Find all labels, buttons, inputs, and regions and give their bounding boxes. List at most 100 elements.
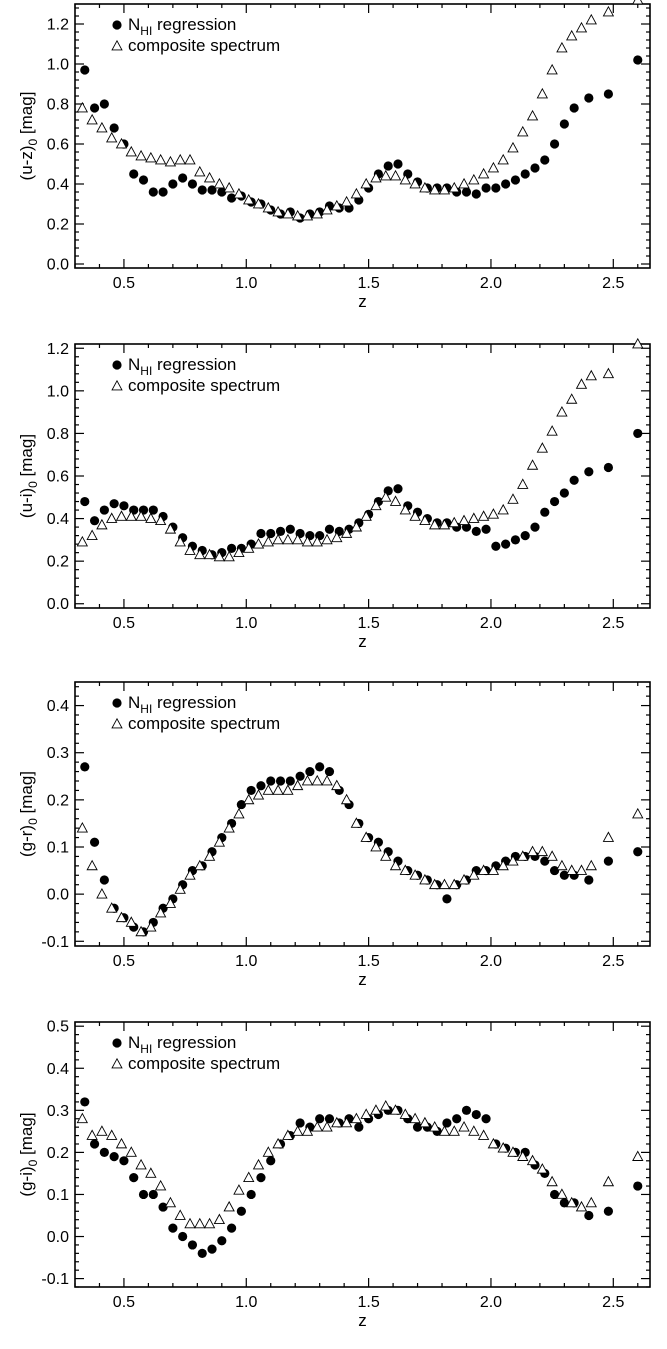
data-point-triangle: [566, 1196, 578, 1208]
data-point-triangle: [409, 510, 421, 521]
data-point-dot: [383, 161, 393, 171]
data-point-triangle: [203, 850, 216, 861]
data-point-triangle: [282, 1129, 294, 1140]
data-point-triangle: [419, 181, 431, 193]
legend-label-n: N: [128, 1033, 140, 1052]
data-point-triangle: [419, 1116, 431, 1128]
data-point-dot: [80, 1097, 90, 1107]
data-point-dot: [461, 187, 472, 197]
data-point-triangle: [301, 1125, 314, 1136]
data-point-triangle: [536, 1163, 549, 1174]
data-point-triangle: [272, 205, 284, 217]
x-axis-label: z: [358, 1311, 367, 1330]
data-point-triangle: [438, 518, 451, 530]
data-point-triangle: [291, 209, 304, 221]
data-point-dot: [266, 776, 276, 786]
data-point-triangle: [282, 207, 294, 219]
data-point-triangle: [145, 512, 157, 523]
data-point-dot: [540, 155, 550, 165]
legend-label-regression: NHI regression: [128, 693, 236, 716]
data-point-triangle: [282, 784, 294, 795]
data-point-triangle: [448, 516, 460, 528]
data-point-dot: [603, 856, 614, 866]
legend-label-subscript: HI: [140, 702, 152, 716]
data-point-triangle: [184, 153, 196, 165]
data-point-triangle: [370, 1104, 382, 1115]
data-point-triangle: [125, 916, 137, 927]
data-point-triangle: [566, 393, 578, 404]
data-point-dot: [168, 179, 178, 189]
data-point-triangle: [243, 1171, 255, 1182]
x-tick-label: 0.5: [113, 953, 135, 970]
data-point-triangle: [477, 864, 490, 875]
data-point-triangle: [154, 1179, 167, 1191]
data-point-triangle: [438, 183, 451, 195]
data-point-triangle: [526, 109, 539, 121]
data-point-triangle: [282, 533, 294, 545]
data-point-triangle: [536, 442, 549, 453]
data-point-dot: [471, 1109, 481, 1120]
data-point-triangle: [272, 533, 284, 545]
y-tick-label: 0.5: [47, 1019, 69, 1036]
data-point-triangle: [340, 195, 353, 207]
data-point-triangle: [86, 859, 98, 871]
data-point-triangle: [203, 171, 216, 183]
data-point-triangle: [585, 859, 597, 871]
data-point-triangle: [106, 512, 118, 523]
y-tick-label: 1.2: [47, 341, 69, 358]
data-point-dot: [540, 507, 550, 517]
data-point-triangle: [164, 897, 177, 908]
data-point-dot: [99, 1147, 109, 1157]
data-point-triangle: [194, 165, 206, 177]
data-point-triangle: [632, 1150, 644, 1161]
y-axis-label: (g-r)0 [mag]: [17, 771, 40, 857]
data-point-dot: [633, 55, 643, 65]
data-point-dot: [559, 870, 569, 880]
data-point-dot: [324, 524, 335, 534]
data-point-triangle: [487, 1137, 500, 1149]
y-tick-label: 0.4: [47, 698, 69, 715]
data-point-triangle: [174, 883, 186, 894]
x-tick-label: 2.5: [602, 615, 624, 632]
data-point-triangle: [526, 459, 539, 470]
data-point-triangle: [321, 1121, 333, 1132]
data-point-dot: [275, 776, 286, 786]
data-point-dot: [315, 762, 325, 772]
data-point-dot: [197, 1248, 207, 1258]
data-point-triangle: [380, 491, 392, 502]
x-tick-label: 2.5: [602, 953, 624, 970]
x-tick-label: 0.5: [113, 275, 135, 292]
y-tick-label: 0.2: [47, 554, 69, 571]
data-point-triangle: [602, 1175, 615, 1187]
data-point-triangle: [252, 537, 265, 549]
data-point-triangle: [194, 859, 206, 871]
data-point-dot: [158, 187, 168, 197]
legend-label-composite: composite spectrum: [128, 376, 280, 395]
legend-label-regression: NHI regression: [128, 1033, 236, 1056]
y-axis-label-subscript: 0: [26, 138, 40, 145]
data-point-dot: [109, 123, 119, 133]
data-point-dot: [217, 1236, 227, 1246]
data-point-dot: [158, 1202, 168, 1212]
data-point-triangle: [262, 1146, 274, 1157]
data-point-triangle: [243, 793, 255, 805]
data-point-triangle: [497, 1142, 509, 1153]
data-point-dot: [481, 1114, 491, 1124]
x-tick-label: 2.0: [480, 953, 502, 970]
data-point-triangle: [96, 1125, 108, 1136]
data-point-triangle: [507, 493, 519, 504]
data-point-dot: [178, 173, 188, 183]
data-point-triangle: [340, 793, 353, 805]
legend-label-rest: regression: [152, 693, 236, 712]
x-tick-label: 1.5: [357, 615, 379, 632]
data-point-triangle: [262, 201, 274, 213]
data-point-dot: [549, 139, 560, 149]
legend-label-subscript: HI: [140, 364, 152, 378]
x-tick-label: 1.5: [357, 953, 379, 970]
y-tick-label: 0.0: [47, 596, 69, 613]
data-point-triangle: [145, 151, 157, 163]
x-tick-label: 2.5: [602, 1294, 624, 1311]
data-point-triangle: [115, 137, 128, 149]
data-point-triangle: [526, 1154, 539, 1166]
